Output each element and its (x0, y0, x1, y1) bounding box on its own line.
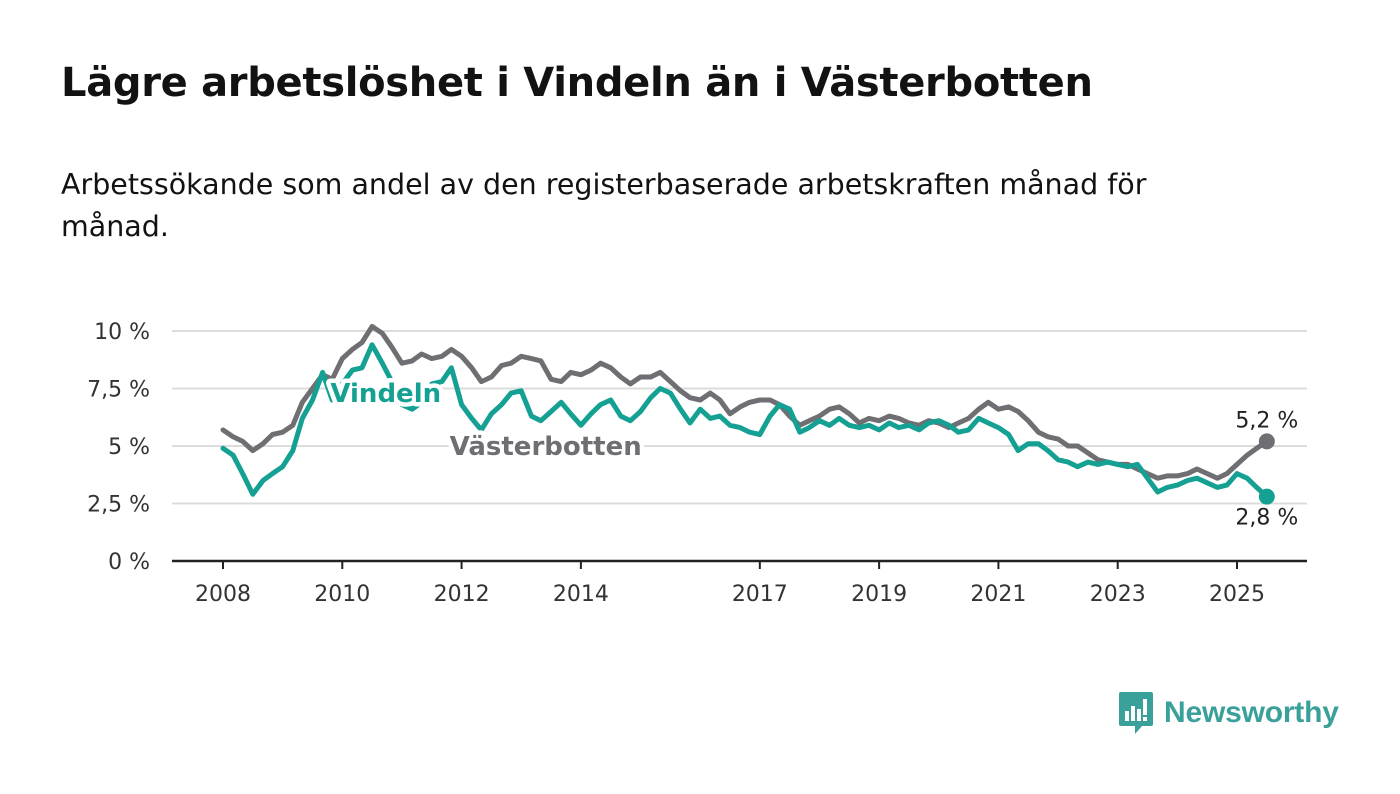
x-tick-label: 2025 (1209, 582, 1265, 607)
brand-name: Newsworthy (1164, 696, 1339, 729)
line-chart: 0 % 2,5 % 5 % 7,5 % 10 % 2008 2010 2012 2014 2017… (87, 320, 1307, 607)
x-tick-label: 2021 (970, 582, 1026, 607)
y-tick-label: 10 % (94, 320, 150, 345)
end-point-vindeln (1258, 488, 1275, 505)
series-label-vindeln: Vindeln (330, 379, 441, 409)
series-label-v-sterbotten: Västerbotten (450, 432, 642, 462)
x-tick-label: 2023 (1090, 582, 1146, 607)
chart-subtitle: Arbetssökande som andel av den registerb… (61, 168, 1147, 243)
newsworthy-brand: Newsworthy (1118, 690, 1339, 736)
y-tick-label: 2,5 % (87, 493, 150, 518)
x-tick-label: 2012 (434, 582, 490, 607)
x-tick-label: 2017 (732, 582, 788, 607)
series-line-v-sterbotten (220, 323, 1270, 481)
end-value-label-vindeln: 2,8 % (1235, 506, 1298, 531)
x-tick-label: 2019 (851, 582, 907, 607)
newsworthy-logo-icon (1119, 692, 1153, 734)
chart-title: Lägre arbetslöshet i Vindeln än i Väster… (61, 60, 1093, 106)
x-tick-label: 2014 (553, 582, 609, 607)
end-point-v-sterbotten (1258, 433, 1275, 450)
series-line-vindeln (220, 342, 1270, 500)
y-tick-label: 0 % (108, 550, 150, 575)
end-value-label-v-sterbotten: 5,2 % (1235, 408, 1298, 433)
x-tick-label: 2010 (314, 582, 370, 607)
y-tick-label: 5 % (108, 435, 150, 460)
x-tick-label: 2008 (195, 582, 251, 607)
y-tick-label: 7,5 % (87, 378, 150, 403)
